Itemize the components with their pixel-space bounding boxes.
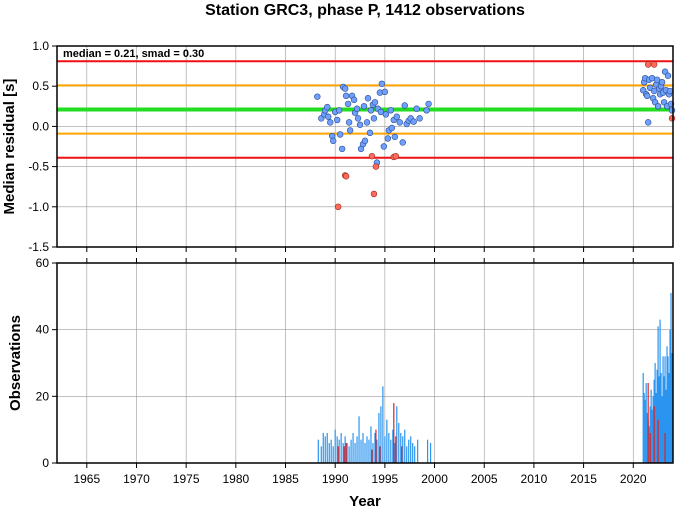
year-tick-label: 1965 xyxy=(73,472,100,486)
observation-bars xyxy=(317,293,673,463)
residual-y-tick-label: 0.5 xyxy=(32,79,49,93)
observations-y-tick-label: 40 xyxy=(36,323,50,337)
residual-point xyxy=(341,85,349,92)
residual-point xyxy=(356,121,364,128)
residual-y-axis-label: Median residual [s] xyxy=(1,79,18,215)
residual-point xyxy=(314,93,321,100)
residual-point xyxy=(413,105,420,112)
residual-point xyxy=(391,133,399,141)
outlier-residual-point xyxy=(370,190,378,198)
outlier-residual-point xyxy=(392,152,399,160)
residual-point xyxy=(381,88,389,96)
residual-point xyxy=(333,116,341,124)
observations-y-tick-label: 60 xyxy=(36,256,50,270)
residual-point xyxy=(346,127,354,134)
residual-point xyxy=(366,129,374,137)
observations-panel: 60 40 20 0 1965 1970 1975 1980 1985 1990 1995 2000… xyxy=(7,256,674,510)
year-tick-label: 1975 xyxy=(173,472,200,486)
residual-point xyxy=(384,135,392,142)
outlier-residual-point xyxy=(372,163,380,170)
chart-title: Station GRC3, phase P, 1412 observations xyxy=(205,2,525,19)
residual-point xyxy=(668,107,676,114)
residual-point xyxy=(423,107,430,114)
residual-point xyxy=(353,105,361,112)
residual-point xyxy=(361,137,369,145)
observations-y-ticks: 60 40 20 0 xyxy=(36,256,57,470)
median-smad-annotation: median = 0.21, smad = 0.30 xyxy=(63,48,204,60)
residual-point xyxy=(664,72,672,79)
residual-y-tick-label: -0.5 xyxy=(28,160,49,174)
observations-y-tick-label: 0 xyxy=(42,456,49,470)
residual-y-ticks: 1.0 0.5 0.0 -0.5 -1.0 -1.5 xyxy=(28,39,57,254)
residual-threshold-lines xyxy=(57,60,673,159)
residual-point xyxy=(367,107,375,114)
residual-point xyxy=(388,124,396,132)
residual-point xyxy=(344,100,352,108)
residual-plot-border xyxy=(56,45,674,248)
residual-point xyxy=(354,115,362,122)
residual-point xyxy=(382,111,390,118)
residual-point xyxy=(327,119,334,126)
residual-point xyxy=(410,118,417,125)
outlier-residual-point xyxy=(650,61,658,68)
residual-point xyxy=(658,78,666,86)
residual-point xyxy=(387,107,395,114)
year-x-axis-label: Year xyxy=(349,493,381,510)
year-tick-label: 1985 xyxy=(272,472,299,486)
outlier-residual-point xyxy=(342,173,350,180)
residual-point xyxy=(425,100,432,108)
residual-point xyxy=(336,131,344,138)
residual-point xyxy=(325,113,332,120)
outlier-residual-point xyxy=(644,61,652,68)
residual-point xyxy=(644,119,652,126)
outlier-residual-point xyxy=(668,115,676,122)
residual-y-tick-label: 0.0 xyxy=(32,119,49,133)
residual-point xyxy=(350,96,358,104)
year-tick-label: 2000 xyxy=(421,472,448,486)
year-tick-label: 2015 xyxy=(570,472,597,486)
residual-point xyxy=(370,115,378,122)
residual-point xyxy=(416,115,423,122)
residual-point xyxy=(324,103,331,111)
residual-point xyxy=(666,87,674,95)
residual-point xyxy=(342,92,350,100)
residual-panel: 1.0 0.5 0.0 -0.5 -1.0 -1.5 median = 0.21, sma… xyxy=(1,39,676,254)
residual-point xyxy=(396,119,403,126)
year-tick-label: 1970 xyxy=(123,472,150,486)
observations-y-axis-label: Observations xyxy=(7,315,24,411)
year-tick-label: 1995 xyxy=(372,472,399,486)
residual-point xyxy=(364,95,372,102)
year-tick-label: 2020 xyxy=(620,472,647,486)
residual-x-ticks xyxy=(86,247,634,252)
residual-point xyxy=(399,139,406,146)
year-tick-label: 2005 xyxy=(471,472,498,486)
observations-y-tick-label: 20 xyxy=(36,389,50,403)
year-tick-label: 1980 xyxy=(222,472,249,486)
residual-point xyxy=(335,107,343,114)
residual-point xyxy=(643,92,651,100)
year-tick-label: 1990 xyxy=(322,472,349,486)
residual-y-tick-label: -1.0 xyxy=(28,200,49,214)
residual-point xyxy=(378,80,386,87)
residual-point xyxy=(393,113,400,120)
residual-points xyxy=(314,61,676,211)
residual-point xyxy=(654,103,662,110)
residual-y-tick-label: 1.0 xyxy=(32,39,49,53)
residual-point xyxy=(338,145,346,153)
residual-point xyxy=(380,143,388,150)
residual-point xyxy=(371,99,379,106)
observations-plot-border xyxy=(56,262,674,464)
observations-plot-frame xyxy=(57,263,673,463)
residual-point xyxy=(345,119,353,126)
outlier-residual-point xyxy=(368,152,376,160)
residual-point xyxy=(330,137,337,145)
residual-point xyxy=(360,103,368,110)
residual-y-tick-label: -1.5 xyxy=(28,240,49,254)
residual-point xyxy=(363,119,371,126)
outlier-residual-point xyxy=(334,203,342,211)
residual-point xyxy=(401,102,408,109)
year-x-ticks: 1965 1970 1975 1980 1985 1990 1995 2000 2005 2010… xyxy=(73,258,647,486)
year-tick-label: 2010 xyxy=(521,472,548,486)
